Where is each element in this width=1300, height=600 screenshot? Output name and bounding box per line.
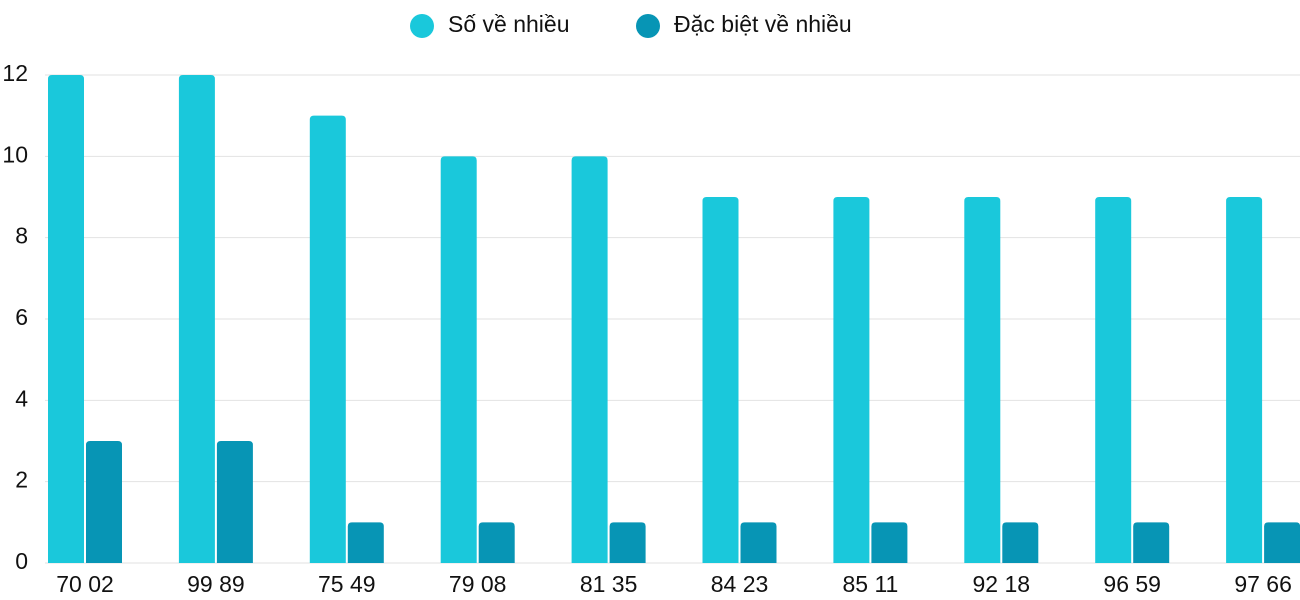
x-tick-label: 70 02 (56, 571, 114, 597)
legend-swatch (636, 14, 660, 38)
y-tick-label: 12 (2, 60, 28, 86)
legend-swatch (410, 14, 434, 38)
bar (1002, 522, 1039, 563)
x-tick-label: 96 59 (1103, 571, 1161, 597)
x-tick-label: 85 11 (842, 571, 898, 597)
x-tick-label: 81 35 (580, 571, 638, 597)
x-tick-label: 84 23 (711, 571, 769, 597)
y-tick-label: 2 (15, 467, 28, 493)
x-tick-label: 92 18 (973, 571, 1031, 597)
y-tick-label: 6 (15, 304, 28, 330)
x-tick-label: 97 66 (1234, 571, 1292, 597)
bar (178, 75, 215, 563)
bar (702, 197, 739, 563)
legend-label: Số về nhiều (448, 11, 569, 37)
bar (609, 522, 646, 563)
x-tick-label: 75 49 (318, 571, 376, 597)
x-tick-label: 79 08 (449, 571, 507, 597)
bar (1133, 522, 1170, 563)
y-tick-label: 10 (2, 141, 28, 167)
bar (309, 115, 346, 564)
bar (1095, 197, 1132, 563)
bar (347, 522, 384, 563)
bar (216, 441, 253, 563)
y-tick-label: 8 (15, 223, 28, 249)
bar (740, 522, 777, 563)
bar (48, 75, 84, 563)
bar (440, 156, 477, 564)
bar (1264, 522, 1300, 563)
y-tick-label: 0 (15, 548, 28, 574)
bar (478, 522, 515, 563)
bar (833, 197, 870, 563)
bar (571, 156, 608, 564)
x-tick-label: 99 89 (187, 571, 245, 597)
bar (964, 197, 1001, 563)
bar (86, 441, 122, 563)
bar (871, 522, 908, 563)
y-tick-label: 4 (15, 385, 28, 411)
bar (1226, 197, 1263, 563)
legend-label: Đặc biệt về nhiều (674, 11, 852, 37)
